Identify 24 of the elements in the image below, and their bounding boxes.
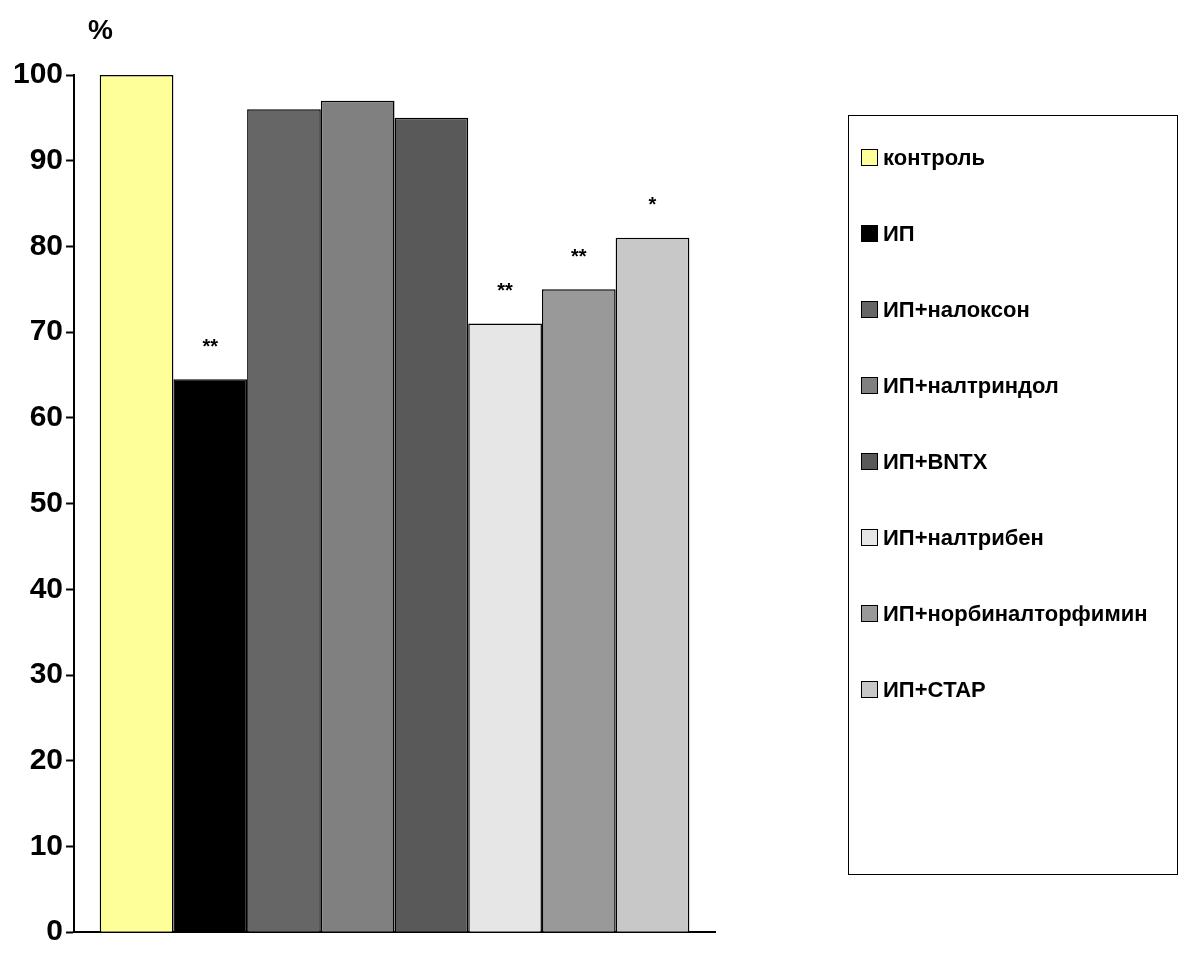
legend-label: ИП+налтриндол: [883, 372, 1060, 400]
y-tick-label: 100: [12, 56, 64, 90]
y-tick-label: 40: [29, 570, 64, 604]
y-tick-label: 10: [29, 827, 64, 861]
legend-label: ИП+налоксон: [883, 296, 1031, 324]
legend-label: контроль: [883, 144, 987, 172]
data-label: **: [497, 279, 514, 302]
data-label: **: [202, 334, 219, 357]
y-tick-label: 80: [29, 227, 64, 261]
y-tick-label: 0: [46, 913, 64, 947]
y-tick-label: 60: [29, 399, 64, 433]
y-tick-label: 70: [29, 313, 64, 347]
legend-label: ИП+налтрибен: [883, 524, 1045, 552]
y-tick-label: 90: [29, 141, 64, 175]
legend-label: ИП+BNTX: [883, 448, 989, 476]
y-tick-label: 20: [29, 742, 64, 776]
y-tick-label: 30: [29, 656, 64, 690]
data-label: **: [571, 244, 587, 267]
legend-label: ИП: [883, 220, 916, 248]
y-axis-title: %: [88, 14, 113, 46]
legend-label: ИП+норбиналторфимин: [883, 600, 1149, 628]
legend-label: ИП+CTAP: [883, 676, 987, 704]
y-tick-label: 50: [29, 484, 64, 518]
data-label: *: [648, 193, 657, 216]
